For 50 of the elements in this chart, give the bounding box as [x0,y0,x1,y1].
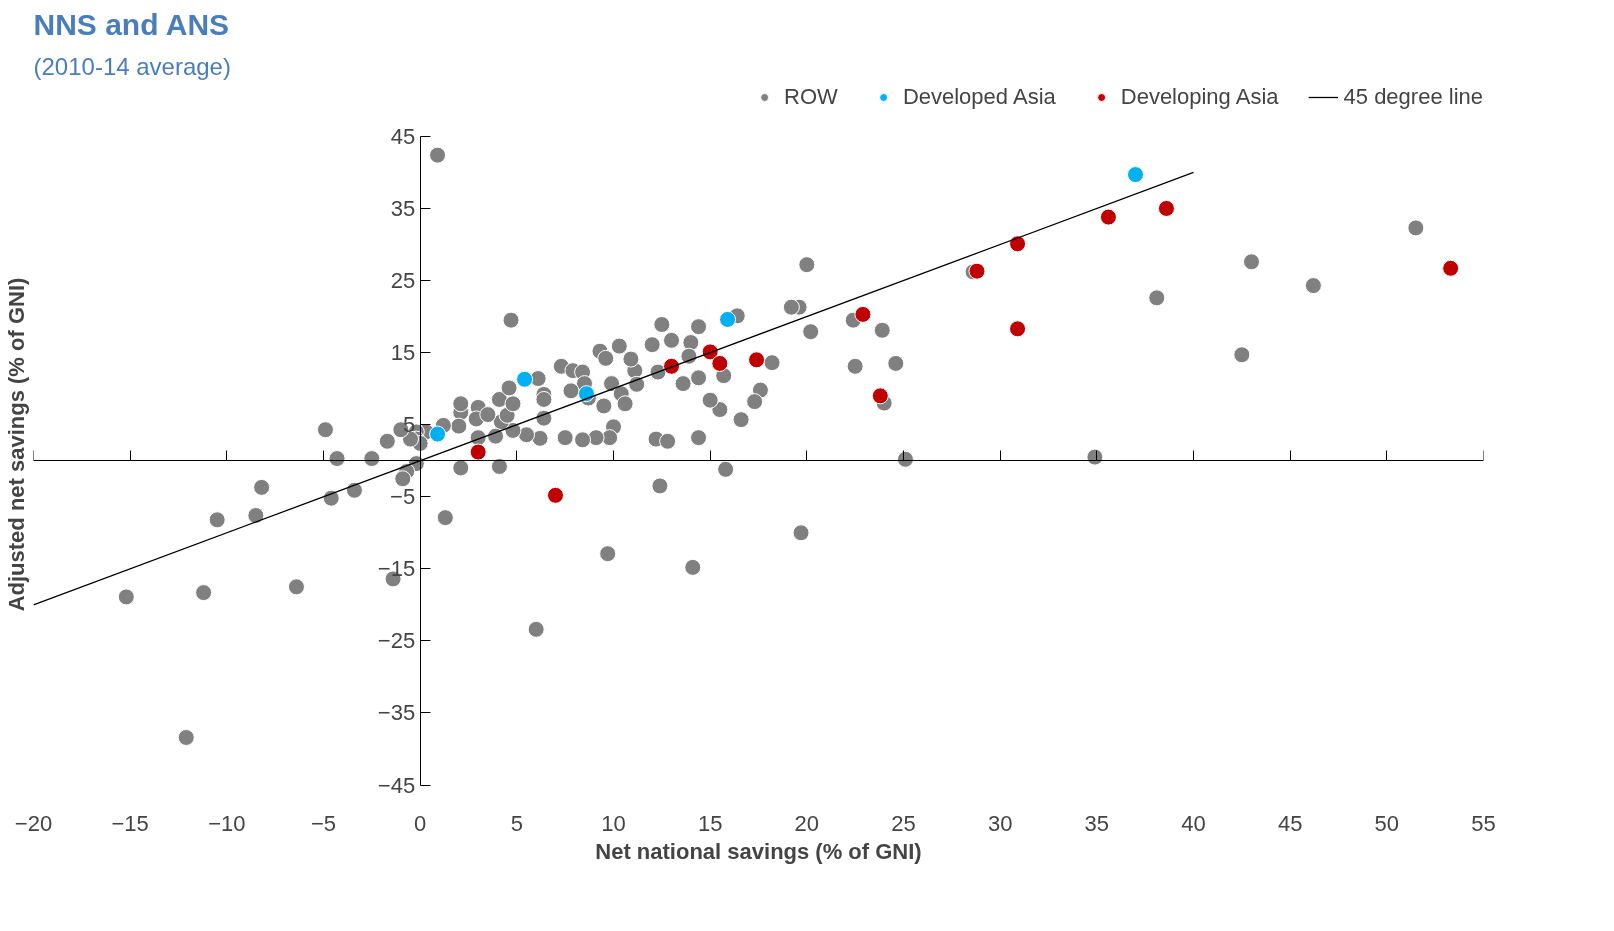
x-tick-label: 35 [1084,810,1110,836]
y-tick-label: 15 [390,340,416,366]
point [968,262,986,280]
x-tick-label: −10 [208,810,246,836]
chart-title: NNS and ANS [33,7,230,41]
chart-subtitle: (2010-14 average) [33,52,231,80]
point [547,486,564,504]
point [1009,320,1027,338]
point [854,305,872,323]
y-tick-label: 35 [390,195,416,221]
x-tick-label: 20 [794,810,820,836]
point [1099,208,1117,226]
legend-label: Developed Asia [902,84,1056,110]
x-tick-label: 15 [697,810,723,836]
point [516,370,534,388]
legend-label: ROW [784,84,838,110]
x-tick-label: 55 [1471,810,1496,836]
point [719,310,737,328]
point [577,385,595,403]
y-tick-label: −45 [377,772,416,798]
y-tick-label: 45 [390,123,416,149]
point [711,354,729,372]
y-tick-label: 25 [390,268,416,294]
y-tick-label: −25 [377,628,416,654]
x-tick-label: −15 [111,810,149,836]
x-tick-label: 10 [601,810,626,836]
point [748,351,766,369]
x-tick-label: 45 [1277,810,1303,836]
x-tick-label: 0 [414,810,427,836]
legend-label: 45 degree line [1343,84,1483,110]
x-tick-label: 25 [891,810,916,836]
y-axis-title: Adjusted net savings (% of GNI) [3,277,29,612]
x-tick-label: 40 [1181,810,1206,836]
y-tick-label: −35 [377,700,416,726]
point [1157,199,1175,217]
y-tick-label: −15 [377,556,416,582]
legend-label: Developing Asia [1120,84,1279,110]
x-tick-label: 5 [510,810,523,836]
x-axis-title: Net national savings (% of GNI) [595,838,922,864]
point [871,387,889,405]
point [429,425,447,443]
point [1009,235,1027,253]
x-tick-label: 30 [987,810,1013,836]
point [1127,166,1144,184]
point [469,443,487,461]
point [1442,259,1460,277]
x-tick-label: 50 [1374,810,1400,836]
x-tick-label: −20 [14,810,53,836]
x-tick-label: −5 [310,810,337,836]
y-tick-label: −5 [390,484,416,510]
